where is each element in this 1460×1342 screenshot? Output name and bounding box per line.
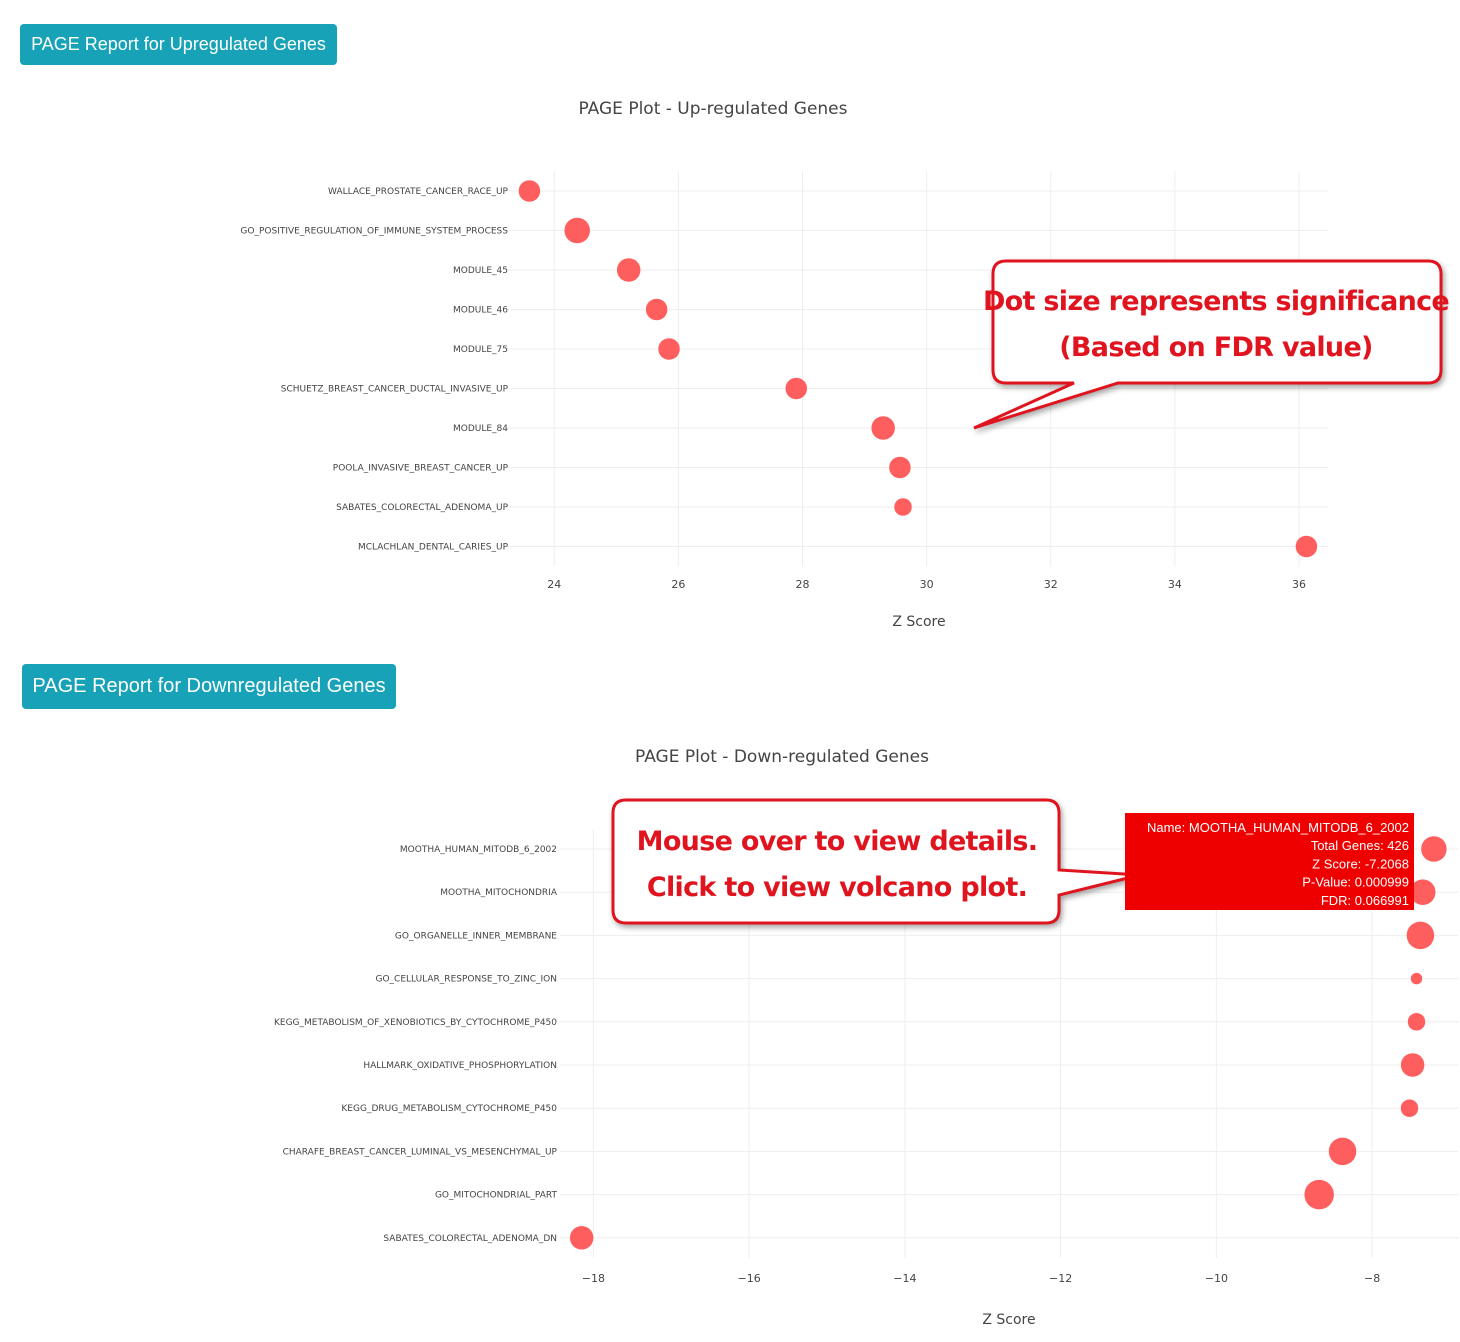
y-category-label: MCLACHLAN_DENTAL_CARIES_UP <box>358 543 509 553</box>
x-tick-label: 26 <box>671 578 685 591</box>
callout-line-2: Click to view volcano plot. <box>647 872 1027 903</box>
data-points[interactable] <box>518 179 1318 558</box>
x-tick-label: 28 <box>795 578 809 591</box>
x-tick-label: 30 <box>920 578 934 591</box>
x-tick-label: 32 <box>1044 578 1058 591</box>
y-category-label: KEGG_DRUG_METABOLISM_CYTOCHROME_P450 <box>341 1104 557 1114</box>
y-category-label: MODULE_45 <box>453 266 508 276</box>
data-point[interactable] <box>518 179 541 203</box>
y-category-label: GO_MITOCHONDRIAL_PART <box>435 1191 558 1201</box>
x-tick-label: −14 <box>893 1272 916 1285</box>
data-point[interactable] <box>1420 835 1448 863</box>
data-point[interactable] <box>1400 1098 1419 1118</box>
x-tick-label: −10 <box>1205 1272 1228 1285</box>
tick-labels: −18 −16 −14 −12 −10 −8 <box>582 1272 1380 1285</box>
y-category-label: SABATES_COLORECTAL_ADENOMA_UP <box>336 503 509 513</box>
data-point[interactable] <box>569 1225 594 1251</box>
mouseover-callout: Mouse over to view details. Click to vie… <box>611 798 1141 925</box>
chart-title: PAGE Plot - Up-regulated Genes <box>579 99 848 119</box>
data-point[interactable] <box>893 497 913 517</box>
y-category-label: MODULE_75 <box>453 345 508 355</box>
y-category-label: GO_CELLULAR_RESPONSE_TO_ZINC_ION <box>375 975 557 985</box>
data-point[interactable] <box>1295 535 1318 558</box>
data-point[interactable] <box>657 337 681 361</box>
downregulated-chart: PAGE Plot - Down-regulated Genes MOOTHA_… <box>274 747 1458 1328</box>
y-category-label: MOOTHA_HUMAN_MITODB_6_2002 <box>400 845 557 855</box>
y-category-label: KEGG_METABOLISM_OF_XENOBIOTICS_BY_CYTOCH… <box>274 1018 557 1028</box>
tooltip-line: P-Value: 0.000999 <box>1302 875 1409 890</box>
x-tick-label: −18 <box>582 1272 605 1285</box>
upregulated-report-button[interactable]: PAGE Report for Upregulated Genes <box>20 24 337 65</box>
data-point[interactable] <box>870 415 896 441</box>
category-labels: WALLACE_PROSTATE_CANCER_RACE_UP GO_POSITI… <box>240 187 508 553</box>
x-tick-label: 34 <box>1168 578 1182 591</box>
tooltip-line: Name: MOOTHA_HUMAN_MITODB_6_2002 <box>1147 820 1409 835</box>
data-point[interactable] <box>1406 921 1435 950</box>
y-category-label: POOLA_INVASIVE_BREAST_CANCER_UP <box>333 464 509 474</box>
tick-labels: 24 26 28 30 32 34 36 <box>547 578 1306 591</box>
data-point[interactable] <box>645 298 668 321</box>
x-tick-label: −12 <box>1049 1272 1072 1285</box>
x-axis-label: Z Score <box>892 614 945 630</box>
data-point[interactable] <box>563 217 591 244</box>
y-category-label: HALLMARK_OXIDATIVE_PHOSPHORYLATION <box>363 1061 557 1071</box>
data-point[interactable] <box>1400 1052 1425 1078</box>
downregulated-report-button[interactable]: PAGE Report for Downregulated Genes <box>22 664 396 709</box>
tooltip-line: Total Genes: 426 <box>1311 838 1409 853</box>
data-point[interactable] <box>616 257 641 283</box>
callout-line-1: Dot size represents significance <box>983 286 1449 317</box>
y-category-label: MOOTHA_MITOCHONDRIA <box>440 888 558 898</box>
data-point[interactable] <box>1407 1012 1426 1032</box>
y-category-label: SCHUETZ_BREAST_CANCER_DUCTAL_INVASIVE_UP <box>281 385 509 395</box>
y-category-label: WALLACE_PROSTATE_CANCER_RACE_UP <box>328 187 509 197</box>
x-axis-label: Z Score <box>982 1312 1035 1328</box>
callout-line-1: Mouse over to view details. <box>637 826 1038 857</box>
y-category-label: GO_ORGANELLE_INNER_MEMBRANE <box>395 931 557 941</box>
callout-line-2: (Based on FDR value) <box>1059 332 1372 363</box>
y-category-label: MODULE_84 <box>453 424 508 434</box>
category-labels: MOOTHA_HUMAN_MITODB_6_2002 MOOTHA_MITOCHO… <box>274 845 558 1244</box>
y-category-label: CHARAFE_BREAST_CANCER_LUMINAL_VS_MESENCH… <box>283 1147 558 1157</box>
y-category-label: GO_POSITIVE_REGULATION_OF_IMMUNE_SYSTEM_… <box>240 227 508 237</box>
upregulated-chart: PAGE Plot - Up-regulated Genes WALLACE_P… <box>240 99 1450 630</box>
y-category-label: SABATES_COLORECTAL_ADENOMA_DN <box>383 1234 557 1244</box>
data-point[interactable] <box>1303 1179 1335 1210</box>
data-point[interactable] <box>888 456 912 479</box>
significance-callout: Dot size represents significance (Based … <box>973 259 1450 430</box>
x-tick-label: −8 <box>1364 1272 1380 1285</box>
x-tick-label: −16 <box>738 1272 761 1285</box>
grid <box>560 829 1458 1258</box>
data-point[interactable] <box>1410 972 1423 985</box>
chart-title: PAGE Plot - Down-regulated Genes <box>635 747 929 767</box>
y-category-label: MODULE_46 <box>453 306 508 316</box>
hover-tooltip: Name: MOOTHA_HUMAN_MITODB_6_2002 Total Ge… <box>1125 813 1414 910</box>
x-tick-label: 24 <box>547 578 561 591</box>
x-tick-label: 36 <box>1292 578 1306 591</box>
data-point[interactable] <box>785 377 808 400</box>
tooltip-line: Z Score: -7.2068 <box>1312 856 1409 871</box>
tooltip-line: FDR: 0.066991 <box>1321 893 1409 908</box>
data-points[interactable] <box>569 835 1448 1251</box>
data-point[interactable] <box>1328 1137 1357 1166</box>
